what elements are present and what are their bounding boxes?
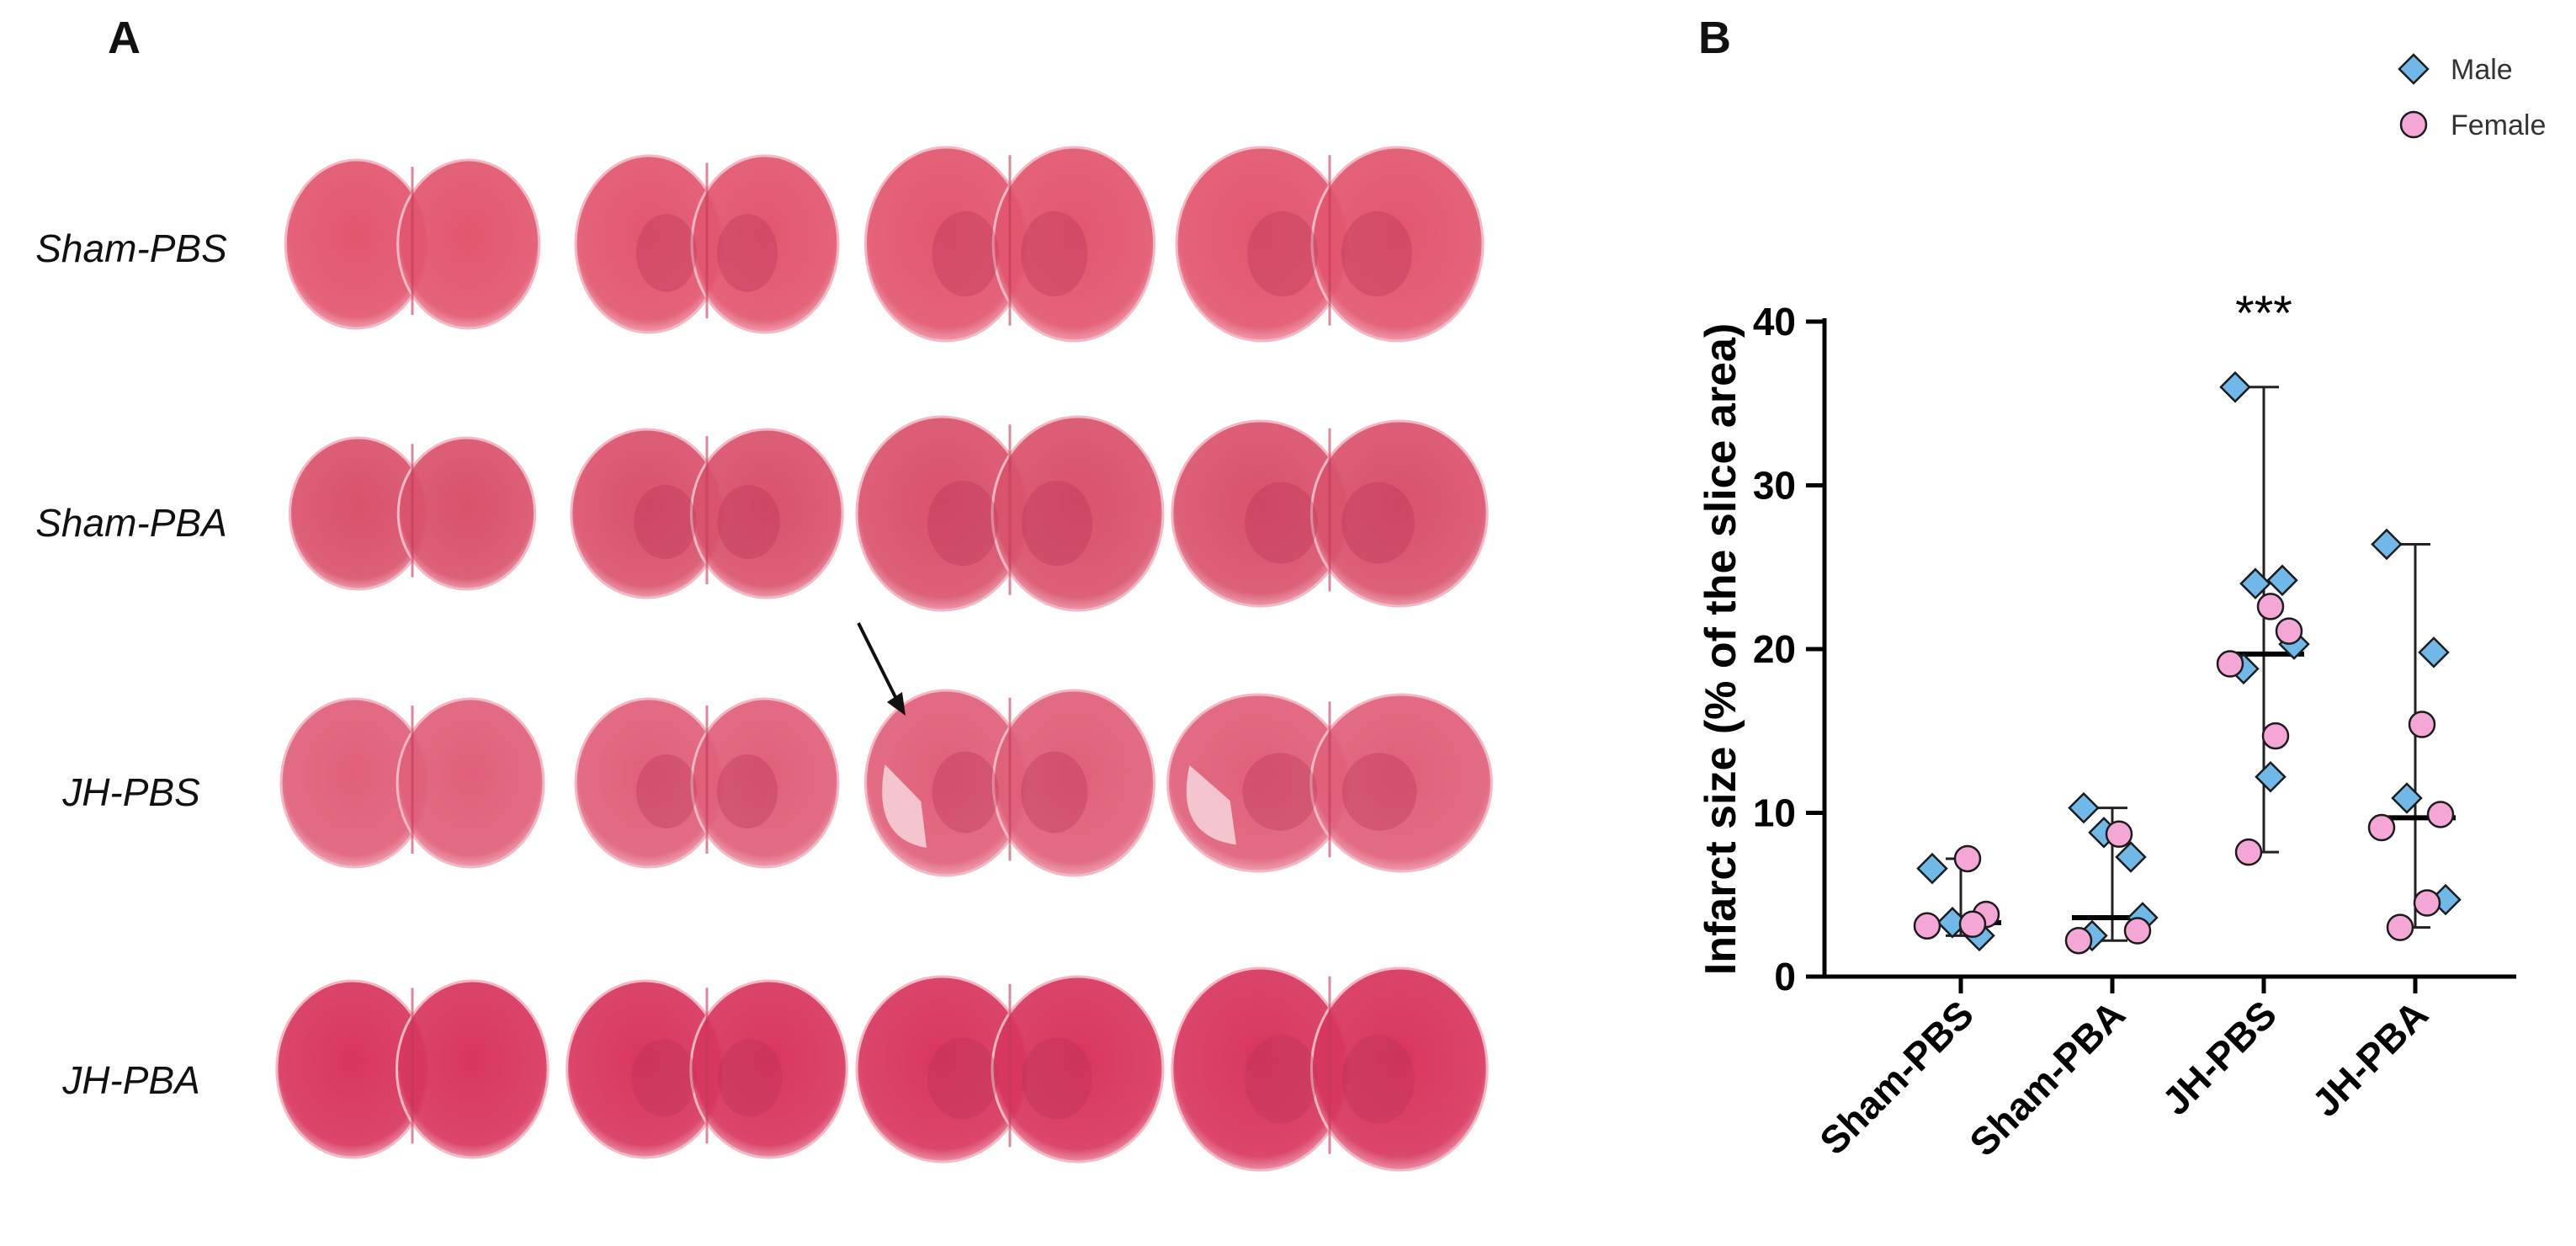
legend-entry-male: Male xyxy=(2398,53,2513,86)
brain-slice xyxy=(1175,146,1485,343)
female-point xyxy=(2261,722,2290,750)
female-point xyxy=(2275,617,2303,645)
brain-slice xyxy=(855,415,1165,612)
brain-slice xyxy=(863,146,1156,343)
brain-slice xyxy=(863,689,1156,877)
y-tick-label: 10 xyxy=(1753,791,1796,835)
male-point xyxy=(2418,636,2450,668)
panel-a-label: A xyxy=(108,13,141,63)
brain-slice xyxy=(566,979,848,1159)
row-label-sham-pba: Sham-PBA xyxy=(35,501,227,545)
brain-slice xyxy=(574,697,840,869)
infarct-arrow-icon xyxy=(857,622,906,716)
brain-slice xyxy=(1171,966,1489,1172)
female-point xyxy=(2256,593,2285,620)
x-tick-label: JH-PBS xyxy=(2154,992,2285,1123)
female-point xyxy=(2234,838,2263,866)
legend-male-marker xyxy=(2398,53,2430,85)
x-tick-label: Sham-PBA xyxy=(1961,992,2133,1164)
brain-slice xyxy=(275,979,550,1159)
female-point xyxy=(2367,813,2396,842)
female-point xyxy=(2216,650,2244,678)
female-point xyxy=(2064,926,2093,955)
x-tick-label: JH-PBA xyxy=(2303,992,2436,1125)
row-label-jh-pbs: JH-PBS xyxy=(62,770,200,814)
female-point xyxy=(2408,711,2436,738)
brain-slice xyxy=(1171,419,1489,608)
female-point xyxy=(2105,820,2133,849)
y-tick-label: 40 xyxy=(1753,300,1796,343)
male-point xyxy=(2266,564,2298,597)
male-point xyxy=(2371,528,2403,561)
significance-annotation: *** xyxy=(2235,286,2292,341)
female-point xyxy=(2123,917,2152,945)
brain-slices-grid xyxy=(275,146,1493,1172)
x-tick-label: Sham-PBS xyxy=(1811,992,1982,1163)
y-tick-label: 0 xyxy=(1774,955,1796,998)
brain-slice xyxy=(284,158,541,330)
male-point xyxy=(2239,567,2271,599)
legend-label: Male xyxy=(2451,54,2513,86)
legend-female-marker xyxy=(2399,110,2428,139)
brain-slice xyxy=(1166,693,1493,873)
brain-slice xyxy=(570,428,844,599)
panel-b-label: B xyxy=(1698,13,1731,63)
male-point xyxy=(1916,852,1948,885)
male-point xyxy=(2115,841,2147,873)
female-point xyxy=(2386,913,2414,941)
legend-label: Female xyxy=(2451,109,2546,141)
brain-slice xyxy=(574,154,840,334)
male-point xyxy=(2255,760,2287,793)
female-point xyxy=(1953,844,1982,873)
male-point xyxy=(2068,791,2100,824)
female-point xyxy=(1958,910,1987,939)
female-point xyxy=(1913,912,1941,940)
legend-entry-female: Female xyxy=(2399,109,2546,141)
brain-slice xyxy=(855,975,1165,1163)
row-label-jh-pba: JH-PBA xyxy=(62,1058,200,1102)
female-point xyxy=(2413,889,2441,917)
brain-slice xyxy=(279,697,545,869)
female-point xyxy=(2426,801,2455,828)
male-point xyxy=(2219,371,2251,403)
y-tick-label: 20 xyxy=(1753,627,1796,671)
brain-slice xyxy=(288,436,537,591)
y-tick-label: 30 xyxy=(1753,464,1796,508)
y-axis-title: Infarct size (% of the slice area) xyxy=(1697,323,1745,976)
row-label-sham-pbs: Sham-PBS xyxy=(35,226,227,270)
male-point xyxy=(2391,782,2423,814)
